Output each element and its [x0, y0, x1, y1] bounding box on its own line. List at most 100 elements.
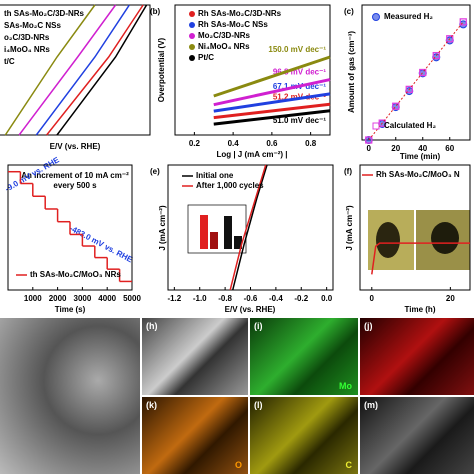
fit-line: [368, 21, 464, 141]
legend-marker: [189, 55, 195, 61]
x-tick-label: 20: [391, 144, 400, 153]
note: -483.0 mV vs. RHE: [68, 224, 134, 265]
panel-label: (c): [344, 7, 354, 16]
panel-label: (b): [150, 7, 161, 16]
element-label: O: [234, 460, 242, 470]
x-label: Time (s): [55, 305, 86, 314]
x-tick-label: 40: [418, 144, 427, 153]
x-tick-label: 0.8: [305, 139, 317, 148]
x-tick-label: 0.6: [266, 139, 278, 148]
x-tick-label: -0.8: [218, 294, 232, 303]
legend-label: i₄MoO₄ NRs: [4, 45, 50, 54]
legend-label: Mo₂C/3D-NRs: [198, 31, 251, 40]
line: [46, 4, 144, 136]
line: [4, 4, 96, 136]
x-tick-label: 20: [446, 294, 455, 303]
inset-bar: [200, 215, 208, 249]
y-label: Amount of gas (cm⁻³): [347, 31, 356, 113]
map-image: (i) Mo: [250, 318, 358, 395]
x-tick-label: -0.4: [269, 294, 283, 303]
legend-label: th SAs-Mo₂C/MoO₃ NRs: [30, 270, 121, 279]
charts: E/V (vs. RHE) (b) Overpotential (V) Log …: [0, 4, 471, 314]
inset-bar: [234, 236, 242, 249]
legend-label: Rh SAs-Mo₂C/3D-NRs: [198, 9, 282, 18]
element-label: C: [345, 460, 353, 470]
line: [18, 4, 117, 136]
x-label: E/V (vs. RHE): [225, 305, 276, 314]
x-tick-label: 0: [367, 144, 372, 153]
legend-label: Initial one: [196, 171, 234, 180]
legend-marker: [189, 33, 195, 39]
y-label: J (mA cm⁻²): [345, 205, 354, 251]
plot-frame: [174, 4, 331, 136]
line: [213, 102, 331, 120]
legend-label: t/C: [4, 57, 15, 66]
line: [213, 78, 331, 107]
x-tick-label: 0.0: [321, 294, 333, 303]
note: An increment of 10 mA cm⁻²: [21, 171, 129, 180]
map-image: (j): [360, 318, 474, 395]
panel-label: (l): [254, 400, 263, 410]
element-label: Mo: [339, 381, 352, 391]
line: [56, 4, 148, 136]
line: [371, 242, 470, 275]
legend-marker: [372, 13, 380, 21]
inset-bar: [224, 216, 232, 249]
point: [446, 35, 454, 43]
tem-image: [0, 318, 140, 474]
x-tick-label: 1000: [24, 294, 42, 303]
panel-label: (k): [146, 400, 157, 410]
x-tick-label: -1.2: [167, 294, 181, 303]
sem-image: (h): [142, 318, 248, 395]
line: [35, 4, 130, 136]
map-image: (k) O: [142, 397, 248, 474]
line: [232, 164, 268, 291]
slope-label: 51.2 mV dec⁻¹: [273, 92, 326, 101]
line: [213, 55, 331, 98]
legend-label: Rh SAs-Mo₂C NSs: [198, 20, 268, 29]
plot-frame: [0, 4, 151, 136]
legend-marker: [189, 22, 195, 28]
legend-marker: [372, 122, 380, 130]
line: [229, 164, 267, 291]
sem-image: [431, 222, 459, 254]
x-tick-label: -0.6: [244, 294, 258, 303]
panel-label: (m): [364, 400, 378, 410]
legend-label: o₂C/3D-NRs: [4, 33, 50, 42]
x-tick-label: 2000: [49, 294, 67, 303]
legend-label: Calculated H₂: [384, 121, 436, 130]
x-tick-label: 0: [370, 294, 375, 303]
x-label: Time (min): [400, 152, 441, 161]
x-tick-label: 4000: [98, 294, 116, 303]
y-label: Overpotential (V): [157, 37, 166, 102]
inset-bar: [210, 232, 218, 249]
slope-label: 51.0 mV dec⁻¹: [273, 116, 326, 125]
legend-marker: [189, 11, 195, 17]
note: every 500 s: [53, 181, 97, 190]
y-label: J (mA cm⁻²): [158, 205, 167, 251]
map-image: (m): [360, 397, 474, 474]
point: [365, 136, 373, 144]
plot-frame: [7, 164, 133, 291]
x-label: Time (h): [405, 305, 436, 314]
slope-label: 150.0 mV dec⁻¹: [268, 45, 326, 54]
point: [419, 68, 427, 77]
panel-label: (e): [150, 167, 160, 176]
slope-label: 96.8 mV dec⁻¹: [273, 68, 326, 77]
legend-label: Measured H₂: [384, 12, 433, 21]
sem-image: [376, 222, 400, 258]
legend-label: SAs-Mo₂C NSs: [4, 21, 61, 30]
panel-label: (f): [344, 167, 352, 176]
x-tick-label: 5000: [123, 294, 141, 303]
panel-label: (h): [146, 321, 158, 331]
plot-frame: [361, 4, 471, 141]
x-tick-label: 3000: [74, 294, 92, 303]
x-label: Log | J (mA cm⁻²) |: [216, 150, 287, 159]
legend-marker: [189, 44, 195, 50]
x-tick-label: 0.4: [228, 139, 240, 148]
legend-label: After 1,000 cycles: [196, 181, 264, 190]
legend-label: Rh SAs-Mo₂C/MoO₃ N: [376, 170, 460, 179]
line: [213, 109, 331, 126]
panel-label: (i): [254, 321, 263, 331]
plot-frame: [359, 164, 471, 291]
